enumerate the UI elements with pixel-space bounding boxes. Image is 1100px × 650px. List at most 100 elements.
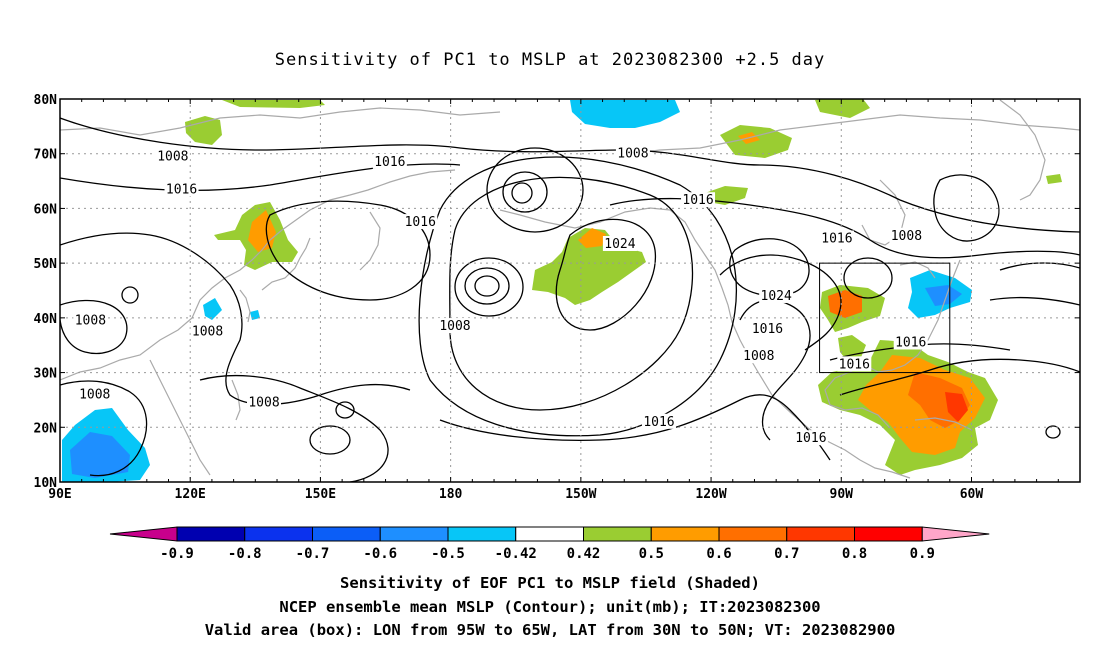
lon-tick-label: 150E xyxy=(305,487,336,502)
contour-1016-mid xyxy=(609,197,1080,259)
lon-tick-label: 90E xyxy=(48,487,71,502)
coastline-asia xyxy=(60,169,456,381)
lat-tick-label: 80N xyxy=(34,93,58,108)
colorbar-label: -0.6 xyxy=(363,546,397,562)
colorbar-label: 0.5 xyxy=(639,546,664,562)
lat-tick-label: 10N xyxy=(34,476,58,491)
coastline-gulf-mexico xyxy=(824,364,891,429)
lon-tick-label: 90W xyxy=(830,487,854,502)
contour-label: 1016 xyxy=(405,215,436,230)
lat-tick-label: 40N xyxy=(34,312,58,327)
lon-tick-label: 120W xyxy=(695,487,726,502)
contour-label: 1016 xyxy=(821,232,852,247)
caption-line-3: Valid area (box): LON from 95W to 65W, L… xyxy=(204,621,896,639)
lon-tick-label: 60W xyxy=(960,487,984,502)
contour-low-bering xyxy=(486,147,584,233)
contour-1024-north-america xyxy=(729,238,810,297)
colorbar-high-triangle xyxy=(921,526,990,542)
lon-tick-label: 180 xyxy=(439,487,463,502)
coastline-greenland xyxy=(999,99,1046,201)
shade-positive-region xyxy=(720,125,792,158)
colorbar-swatch xyxy=(379,526,449,542)
contour-label: 1024 xyxy=(604,237,635,252)
colorbar-label: 0.42 xyxy=(567,546,601,562)
contour-label-bg xyxy=(164,181,199,197)
colorbar-swatch xyxy=(176,526,246,542)
contour-1016-atlantic xyxy=(839,358,1080,396)
contour-label-bg xyxy=(893,334,928,350)
contour-label-bg xyxy=(73,312,108,328)
contour-label-bg xyxy=(681,192,716,208)
contour-1016-north-america xyxy=(719,254,842,351)
contour-label-bg xyxy=(750,320,785,336)
contour-label-bg xyxy=(437,318,472,334)
contour-small-loop xyxy=(121,286,139,304)
lat-tick-label: 60N xyxy=(34,202,58,217)
valid-area-box xyxy=(819,262,951,374)
contour-1016-atlantic-north xyxy=(999,262,1080,271)
contour-low-bering xyxy=(502,171,548,213)
colorbar-label: 0.8 xyxy=(842,546,867,562)
colorbar-swatch xyxy=(786,526,855,542)
contour-label: 1008 xyxy=(617,147,648,162)
coastline-philippines xyxy=(231,379,241,421)
contour-label: 1016 xyxy=(895,335,926,350)
colorbar-label: 0.7 xyxy=(774,546,799,562)
contour-label-bg xyxy=(641,413,676,429)
contour-label-bg xyxy=(190,323,225,339)
contour-label: 1016 xyxy=(374,155,405,170)
contour-1008-arctic xyxy=(60,117,1080,233)
shade-positive-region xyxy=(705,186,748,205)
shade-positive-region xyxy=(838,335,866,362)
coastline-alaska xyxy=(499,207,861,461)
sensitivity-shading xyxy=(62,99,1062,482)
colorbar-label: 0.9 xyxy=(910,546,935,562)
coastline-north-america-arctic xyxy=(619,114,1080,156)
contour-1008-asia xyxy=(60,232,411,406)
lat-tick-label: 20N xyxy=(34,421,58,436)
contour-label: 1024 xyxy=(761,289,792,304)
colorbar-swatch xyxy=(244,526,313,542)
contour-label-bg xyxy=(741,348,776,364)
contour-label-bg xyxy=(602,235,637,251)
contour-label: 1008 xyxy=(248,396,279,411)
contour-label-bg xyxy=(615,145,650,161)
contour-small-loop xyxy=(1045,425,1061,439)
contour-label-bg xyxy=(372,153,407,169)
shade-negative-region xyxy=(203,298,222,320)
contour-label: 1008 xyxy=(439,319,470,334)
colorbar-label: -0.9 xyxy=(160,546,194,562)
colorbar-label: 0.6 xyxy=(706,546,731,562)
shade-positive-region xyxy=(945,392,968,422)
contour-low-aleutian xyxy=(464,267,510,305)
lat-lon-grid xyxy=(60,99,1080,482)
contour-labels: 1008 1016 1016 1008 1016 1016 1024 1016 1008 1024… xyxy=(73,145,928,446)
shade-positive-region xyxy=(578,228,606,248)
contour-label-bg xyxy=(77,386,112,402)
contour-label: 1016 xyxy=(752,322,783,337)
contour-1008-labrador xyxy=(933,174,1000,242)
lat-tick-label: 30N xyxy=(34,367,58,382)
contour-small-loop xyxy=(335,401,355,419)
contour-label: 1008 xyxy=(79,387,110,402)
shade-positive-region xyxy=(185,116,222,145)
contour-label-bg xyxy=(793,430,828,446)
contour-label-bg xyxy=(759,287,794,303)
contour-1016-south-pacific xyxy=(439,394,831,461)
contour-label: 1008 xyxy=(743,349,774,364)
contour-low-aleutian xyxy=(454,257,524,317)
colorbar-label: -0.8 xyxy=(228,546,262,562)
contour-low-aleutian xyxy=(474,275,500,297)
shade-negative-region xyxy=(570,100,680,128)
caption-line-1: Sensitivity of EOF PC1 to MSLP field (Sh… xyxy=(340,574,760,592)
contour-1016-atlantic-mid xyxy=(989,296,1080,306)
coastline-korea xyxy=(239,289,251,323)
shade-positive-region xyxy=(815,99,870,118)
contour-1008-east-asia xyxy=(60,299,128,355)
colorbar-swatch xyxy=(447,526,517,542)
contour-label: 1008 xyxy=(157,149,188,164)
shade-positive-region xyxy=(1046,174,1062,184)
map-frame xyxy=(59,98,1081,483)
